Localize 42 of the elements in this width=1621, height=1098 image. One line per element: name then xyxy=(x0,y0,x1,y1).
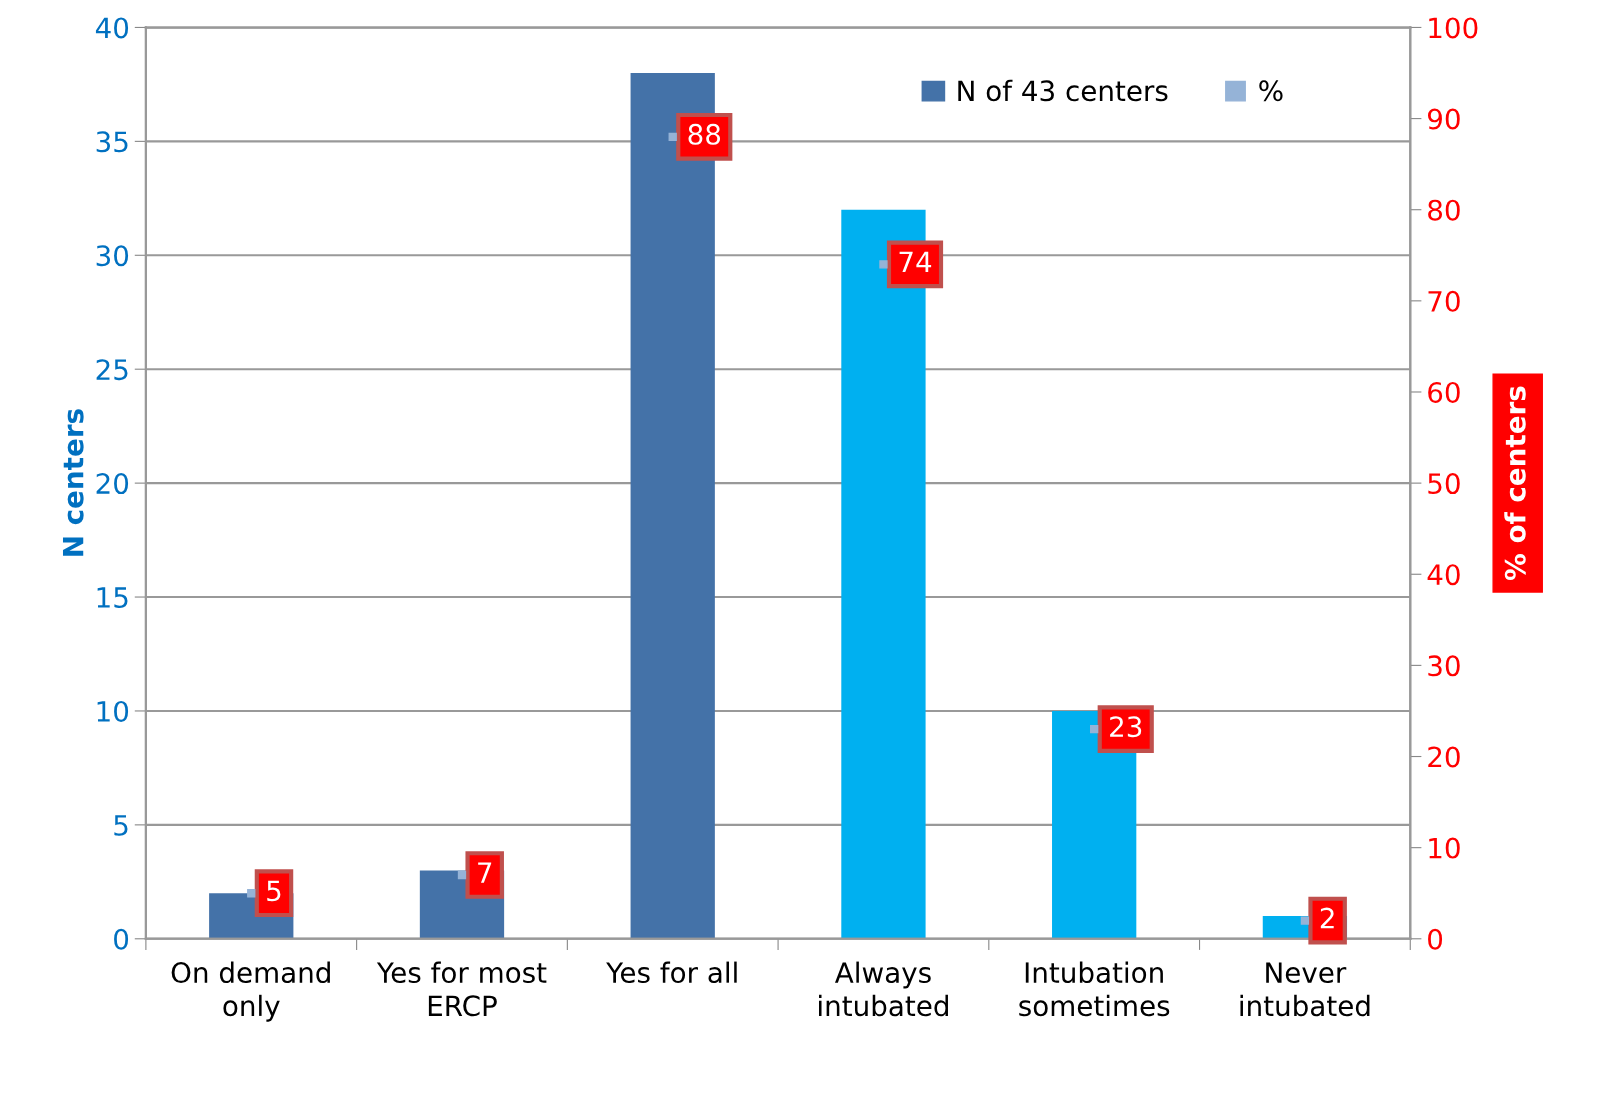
y2-tick-label: 100 xyxy=(1429,17,1478,39)
x-tick-label: Never intubated xyxy=(1240,962,1370,1017)
data-label: 7 xyxy=(478,862,492,883)
y2-tick-label: 80 xyxy=(1428,199,1460,221)
x-tick-label: Always intubated xyxy=(819,961,948,1017)
point xyxy=(1090,725,1099,734)
y2-tick-label: 40 xyxy=(1427,564,1460,586)
y2-axis-title: % of centers xyxy=(1504,386,1526,581)
data-label: 88 xyxy=(688,123,721,145)
x-tick-label: Yes for all xyxy=(606,961,737,984)
legend-label: % xyxy=(1259,80,1283,102)
x-tick-label: On demand only xyxy=(171,961,330,1022)
y-tick-label: 10 xyxy=(97,700,129,722)
y-tick-label: 15 xyxy=(97,587,128,608)
y-tick-label: 20 xyxy=(96,473,129,495)
y-tick-label: 0 xyxy=(114,928,129,950)
data-label: 23 xyxy=(1110,716,1142,738)
point xyxy=(879,260,888,269)
x-tick-label: Intubation sometimes xyxy=(1019,961,1170,1017)
data-label: 2 xyxy=(1320,907,1334,929)
y2-tick-label: 70 xyxy=(1428,290,1460,312)
y2-tick-label: 0 xyxy=(1428,928,1443,950)
y-tick-label: 35 xyxy=(96,131,128,153)
y-tick-label: 5 xyxy=(114,815,128,836)
point xyxy=(668,132,677,141)
point xyxy=(1300,916,1310,925)
y-tick-label: 25 xyxy=(96,359,128,381)
x-tick-label: Yes for most ERCP xyxy=(376,961,547,1017)
y-tick-label: 40 xyxy=(95,17,129,39)
y-axis-title: N centers xyxy=(62,409,84,556)
y2-tick-label: 30 xyxy=(1428,655,1460,677)
legend-label: N of 43 centers xyxy=(958,79,1168,102)
data-label: 5 xyxy=(267,880,281,902)
y2-tick-label: 20 xyxy=(1428,746,1460,768)
point xyxy=(457,870,467,880)
y-tick-label: 30 xyxy=(96,245,129,267)
y2-tick-label: 90 xyxy=(1427,108,1460,130)
y2-tick-label: 60 xyxy=(1428,381,1460,403)
data-label: 74 xyxy=(899,251,932,273)
point xyxy=(247,889,256,898)
y2-tick-label: 50 xyxy=(1428,473,1460,495)
y2-tick-label: 10 xyxy=(1429,837,1460,859)
